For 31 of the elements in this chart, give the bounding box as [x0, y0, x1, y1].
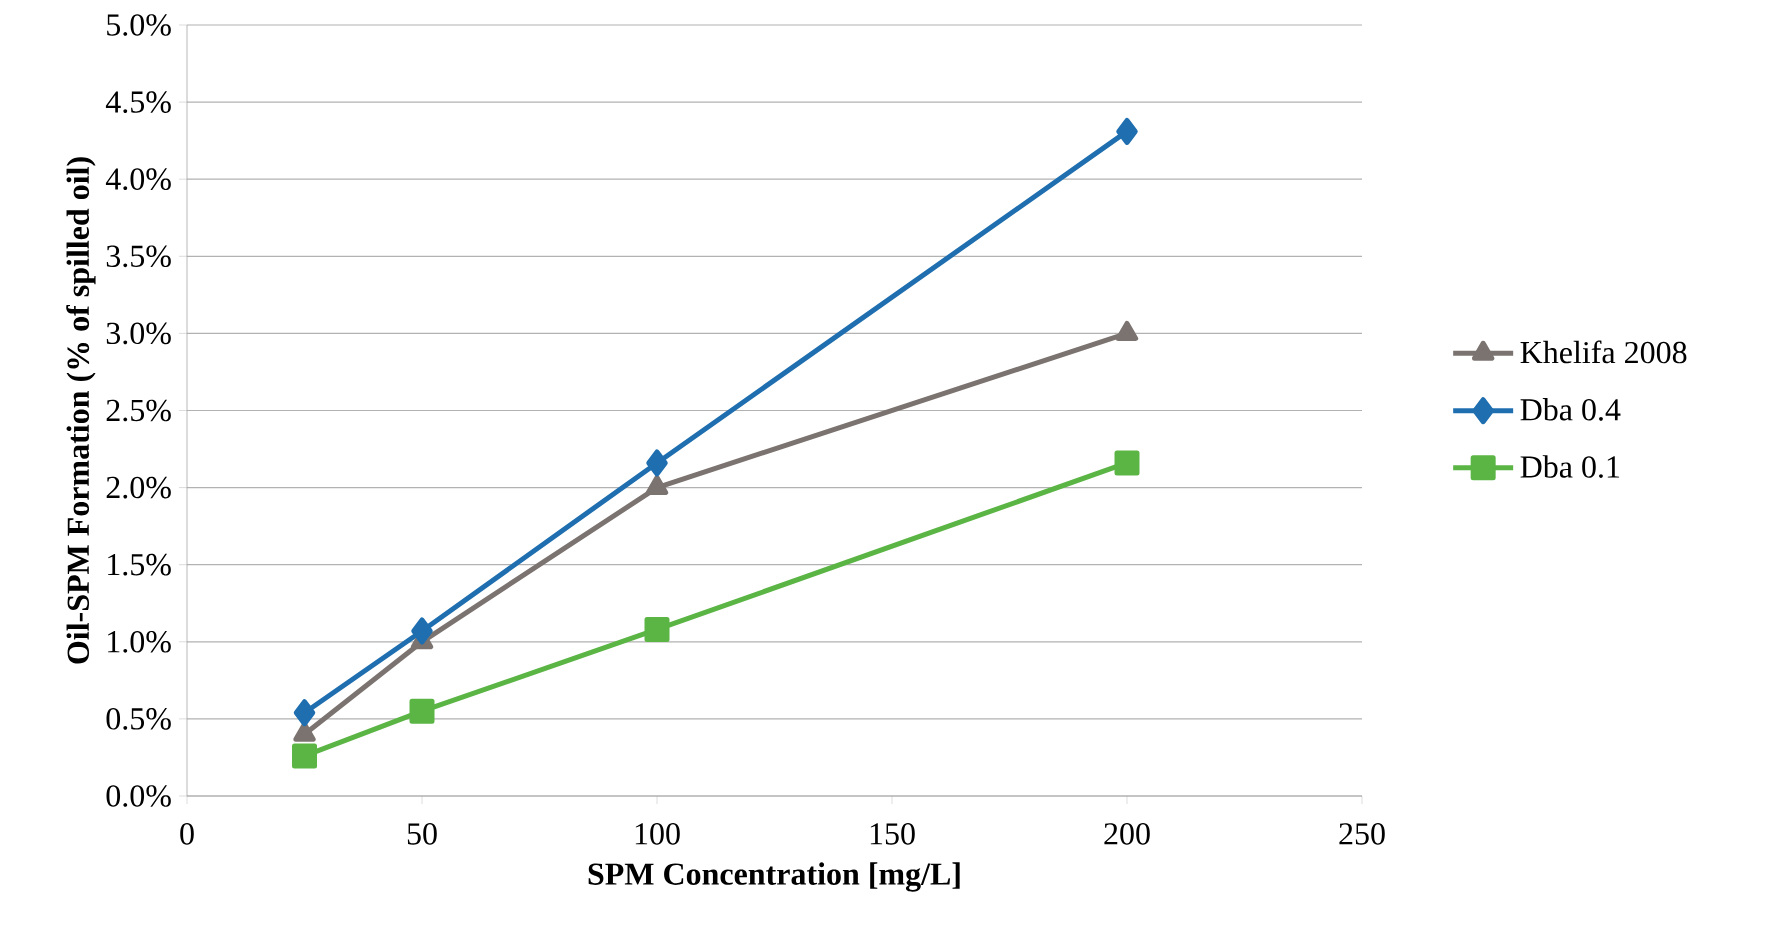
x-tick-label: 200 [1104, 823, 1150, 845]
y-tick-label: 1.5% [108, 553, 171, 576]
y-tick-label: 5.0% [107, 14, 171, 36]
point [1114, 450, 1140, 476]
point [645, 475, 669, 496]
y-tick-label: 0.0% [106, 785, 171, 807]
point [644, 616, 670, 642]
y-tick-label: 4.5% [105, 91, 171, 113]
y-tick-label: 3.0% [106, 322, 171, 345]
x-tick-label: 250 [1339, 823, 1385, 845]
x-tick-label: 100 [635, 823, 680, 845]
x-tick-label: 0 [180, 823, 194, 845]
y-tick-label: 3.5% [106, 245, 171, 268]
legend-label: Dba 0.1 [1520, 455, 1620, 478]
y-tick-label: 4.0% [105, 168, 171, 191]
y-tick-label: 2.5% [106, 399, 171, 422]
point [293, 699, 316, 727]
point [1116, 117, 1138, 145]
y-axis-title: Oil-SPM Formation (% of spilled oil) [66, 157, 96, 664]
y-tick-label: 2.0% [106, 476, 171, 499]
y-tick-label: 0.5% [106, 708, 171, 730]
y-tick-label: 1.0% [108, 630, 171, 653]
x-tick-label: 150 [870, 823, 915, 845]
legend-label: Khelifa 2008 [1520, 340, 1687, 364]
x-tick-label: 50 [407, 823, 437, 845]
point [292, 743, 318, 769]
point [646, 449, 668, 477]
point [411, 617, 433, 645]
legend-label: Dba 0.4 [1520, 398, 1621, 421]
x-axis-title: SPM Concentration [mg/L] [588, 862, 960, 892]
point [409, 698, 435, 724]
